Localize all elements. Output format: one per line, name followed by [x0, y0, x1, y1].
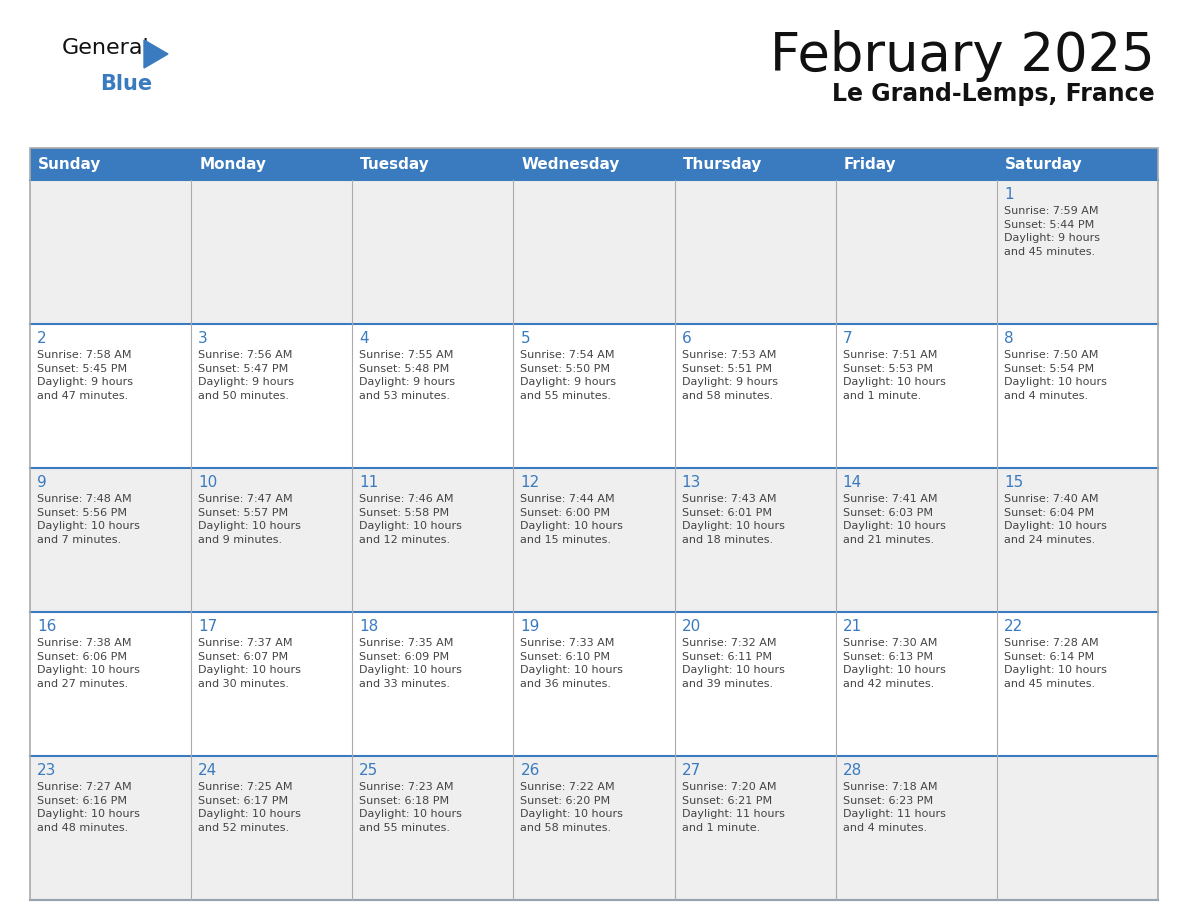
Text: 23: 23: [37, 763, 56, 778]
Text: Sunrise: 7:27 AM
Sunset: 6:16 PM
Daylight: 10 hours
and 48 minutes.: Sunrise: 7:27 AM Sunset: 6:16 PM Dayligh…: [37, 782, 140, 833]
Text: 21: 21: [842, 619, 862, 634]
Text: Sunrise: 7:44 AM
Sunset: 6:00 PM
Daylight: 10 hours
and 15 minutes.: Sunrise: 7:44 AM Sunset: 6:00 PM Dayligh…: [520, 494, 624, 544]
Text: Tuesday: Tuesday: [360, 156, 430, 172]
Text: 27: 27: [682, 763, 701, 778]
Text: 14: 14: [842, 475, 862, 490]
Text: Sunrise: 7:51 AM
Sunset: 5:53 PM
Daylight: 10 hours
and 1 minute.: Sunrise: 7:51 AM Sunset: 5:53 PM Dayligh…: [842, 350, 946, 401]
Text: 17: 17: [198, 619, 217, 634]
Text: Wednesday: Wednesday: [522, 156, 620, 172]
Text: Sunrise: 7:30 AM
Sunset: 6:13 PM
Daylight: 10 hours
and 42 minutes.: Sunrise: 7:30 AM Sunset: 6:13 PM Dayligh…: [842, 638, 946, 688]
Text: Sunday: Sunday: [38, 156, 101, 172]
Text: 11: 11: [359, 475, 379, 490]
Text: 3: 3: [198, 331, 208, 346]
Text: Sunrise: 7:25 AM
Sunset: 6:17 PM
Daylight: 10 hours
and 52 minutes.: Sunrise: 7:25 AM Sunset: 6:17 PM Dayligh…: [198, 782, 301, 833]
Text: Saturday: Saturday: [1005, 156, 1082, 172]
Text: 28: 28: [842, 763, 862, 778]
Text: 18: 18: [359, 619, 379, 634]
Text: Sunrise: 7:43 AM
Sunset: 6:01 PM
Daylight: 10 hours
and 18 minutes.: Sunrise: 7:43 AM Sunset: 6:01 PM Dayligh…: [682, 494, 784, 544]
Text: Sunrise: 7:18 AM
Sunset: 6:23 PM
Daylight: 11 hours
and 4 minutes.: Sunrise: 7:18 AM Sunset: 6:23 PM Dayligh…: [842, 782, 946, 833]
Bar: [30, 468, 1158, 612]
Text: Monday: Monday: [200, 156, 266, 172]
Text: General: General: [62, 38, 150, 58]
Text: 24: 24: [198, 763, 217, 778]
Polygon shape: [144, 40, 168, 68]
Text: Sunrise: 7:33 AM
Sunset: 6:10 PM
Daylight: 10 hours
and 36 minutes.: Sunrise: 7:33 AM Sunset: 6:10 PM Dayligh…: [520, 638, 624, 688]
Text: Sunrise: 7:58 AM
Sunset: 5:45 PM
Daylight: 9 hours
and 47 minutes.: Sunrise: 7:58 AM Sunset: 5:45 PM Dayligh…: [37, 350, 133, 401]
Text: 22: 22: [1004, 619, 1023, 634]
Bar: [30, 148, 1158, 180]
Text: 1: 1: [1004, 187, 1013, 202]
Text: 13: 13: [682, 475, 701, 490]
Text: Sunrise: 7:55 AM
Sunset: 5:48 PM
Daylight: 9 hours
and 53 minutes.: Sunrise: 7:55 AM Sunset: 5:48 PM Dayligh…: [359, 350, 455, 401]
Text: 12: 12: [520, 475, 539, 490]
Text: 20: 20: [682, 619, 701, 634]
Text: 10: 10: [198, 475, 217, 490]
Bar: [30, 148, 1158, 900]
Text: Sunrise: 7:23 AM
Sunset: 6:18 PM
Daylight: 10 hours
and 55 minutes.: Sunrise: 7:23 AM Sunset: 6:18 PM Dayligh…: [359, 782, 462, 833]
Text: Sunrise: 7:54 AM
Sunset: 5:50 PM
Daylight: 9 hours
and 55 minutes.: Sunrise: 7:54 AM Sunset: 5:50 PM Dayligh…: [520, 350, 617, 401]
Text: 7: 7: [842, 331, 852, 346]
Text: Sunrise: 7:41 AM
Sunset: 6:03 PM
Daylight: 10 hours
and 21 minutes.: Sunrise: 7:41 AM Sunset: 6:03 PM Dayligh…: [842, 494, 946, 544]
Text: 2: 2: [37, 331, 46, 346]
Text: 4: 4: [359, 331, 369, 346]
Text: Sunrise: 7:37 AM
Sunset: 6:07 PM
Daylight: 10 hours
and 30 minutes.: Sunrise: 7:37 AM Sunset: 6:07 PM Dayligh…: [198, 638, 301, 688]
Text: Sunrise: 7:56 AM
Sunset: 5:47 PM
Daylight: 9 hours
and 50 minutes.: Sunrise: 7:56 AM Sunset: 5:47 PM Dayligh…: [198, 350, 295, 401]
Text: February 2025: February 2025: [770, 30, 1155, 82]
Text: 25: 25: [359, 763, 379, 778]
Text: Sunrise: 7:59 AM
Sunset: 5:44 PM
Daylight: 9 hours
and 45 minutes.: Sunrise: 7:59 AM Sunset: 5:44 PM Dayligh…: [1004, 206, 1100, 257]
Text: Le Grand-Lemps, France: Le Grand-Lemps, France: [833, 82, 1155, 106]
Text: Sunrise: 7:22 AM
Sunset: 6:20 PM
Daylight: 10 hours
and 58 minutes.: Sunrise: 7:22 AM Sunset: 6:20 PM Dayligh…: [520, 782, 624, 833]
Bar: [30, 180, 1158, 324]
Text: 15: 15: [1004, 475, 1023, 490]
Text: Sunrise: 7:32 AM
Sunset: 6:11 PM
Daylight: 10 hours
and 39 minutes.: Sunrise: 7:32 AM Sunset: 6:11 PM Dayligh…: [682, 638, 784, 688]
Text: Sunrise: 7:48 AM
Sunset: 5:56 PM
Daylight: 10 hours
and 7 minutes.: Sunrise: 7:48 AM Sunset: 5:56 PM Dayligh…: [37, 494, 140, 544]
Bar: [30, 756, 1158, 900]
Text: 19: 19: [520, 619, 539, 634]
Text: Sunrise: 7:20 AM
Sunset: 6:21 PM
Daylight: 11 hours
and 1 minute.: Sunrise: 7:20 AM Sunset: 6:21 PM Dayligh…: [682, 782, 784, 833]
Text: Sunrise: 7:46 AM
Sunset: 5:58 PM
Daylight: 10 hours
and 12 minutes.: Sunrise: 7:46 AM Sunset: 5:58 PM Dayligh…: [359, 494, 462, 544]
Text: Blue: Blue: [100, 74, 152, 94]
Text: Sunrise: 7:47 AM
Sunset: 5:57 PM
Daylight: 10 hours
and 9 minutes.: Sunrise: 7:47 AM Sunset: 5:57 PM Dayligh…: [198, 494, 301, 544]
Text: 6: 6: [682, 331, 691, 346]
Text: Sunrise: 7:35 AM
Sunset: 6:09 PM
Daylight: 10 hours
and 33 minutes.: Sunrise: 7:35 AM Sunset: 6:09 PM Dayligh…: [359, 638, 462, 688]
Text: Sunrise: 7:38 AM
Sunset: 6:06 PM
Daylight: 10 hours
and 27 minutes.: Sunrise: 7:38 AM Sunset: 6:06 PM Dayligh…: [37, 638, 140, 688]
Text: 16: 16: [37, 619, 56, 634]
Text: Sunrise: 7:40 AM
Sunset: 6:04 PM
Daylight: 10 hours
and 24 minutes.: Sunrise: 7:40 AM Sunset: 6:04 PM Dayligh…: [1004, 494, 1107, 544]
Text: 8: 8: [1004, 331, 1013, 346]
Text: 26: 26: [520, 763, 539, 778]
Text: Thursday: Thursday: [683, 156, 762, 172]
Bar: [30, 324, 1158, 468]
Text: Sunrise: 7:28 AM
Sunset: 6:14 PM
Daylight: 10 hours
and 45 minutes.: Sunrise: 7:28 AM Sunset: 6:14 PM Dayligh…: [1004, 638, 1107, 688]
Text: 5: 5: [520, 331, 530, 346]
Bar: [30, 612, 1158, 756]
Text: Friday: Friday: [843, 156, 896, 172]
Text: Sunrise: 7:50 AM
Sunset: 5:54 PM
Daylight: 10 hours
and 4 minutes.: Sunrise: 7:50 AM Sunset: 5:54 PM Dayligh…: [1004, 350, 1107, 401]
Text: 9: 9: [37, 475, 46, 490]
Text: Sunrise: 7:53 AM
Sunset: 5:51 PM
Daylight: 9 hours
and 58 minutes.: Sunrise: 7:53 AM Sunset: 5:51 PM Dayligh…: [682, 350, 778, 401]
